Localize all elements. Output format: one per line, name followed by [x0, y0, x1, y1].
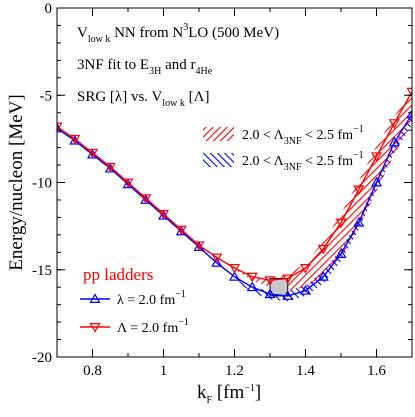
band-legend-label-0: 2.0 < Λ3NF < 2.5 fm−1	[242, 124, 364, 147]
legend-layer: 2.0 < Λ3NF < 2.5 fm−1 2.0 < Λ3NF < 2.5 fm…	[80, 124, 364, 336]
annotation-line-0: Vlow k NN from N3LO (500 MeV)	[77, 22, 279, 45]
x-tick-label: 1	[160, 363, 168, 379]
band-legend-swatch-1	[203, 153, 234, 167]
band-red	[235, 92, 413, 291]
x-tick-label: 0.8	[83, 363, 102, 379]
legend-label-0: λ = 2.0 fm−1	[117, 289, 186, 308]
annotation-line-1: 3NF fit to E3H and r4He	[77, 57, 213, 77]
band-legend-label-1: 2.0 < Λ3NF < 2.5 fm−1	[242, 150, 364, 173]
legend-title: pp ladders	[83, 265, 153, 284]
y-tick-label: -15	[32, 263, 52, 279]
x-tick-label: 1.2	[225, 363, 244, 379]
y-tick-label: -5	[40, 88, 53, 104]
legend-label-1: Λ = 2.0 fm−1	[117, 317, 189, 336]
y-tick-label: -20	[32, 350, 52, 366]
annotation-line-2: SRG [λ] vs. Vlow k [Λ]	[77, 89, 209, 109]
x-axis-title: kF [fm−1]	[197, 382, 261, 406]
bands-layer	[235, 92, 413, 301]
labels-layer: 0.8 1 1.2 1.4 1.6 0 -5 -10 -15 -20 Energy/nucleon …	[6, 1, 386, 406]
y-tick-label: -10	[32, 176, 52, 192]
x-tick-label: 1.6	[367, 363, 386, 379]
annotations-layer: Vlow k NN from N3LO (500 MeV) 3NF fit to …	[77, 22, 279, 109]
y-tick-label: 0	[45, 1, 53, 17]
band-legend-swatch-0	[203, 127, 234, 141]
x-tick-label: 1.4	[296, 363, 315, 379]
y-axis-title: Energy/nucleon [MeV]	[6, 94, 27, 270]
